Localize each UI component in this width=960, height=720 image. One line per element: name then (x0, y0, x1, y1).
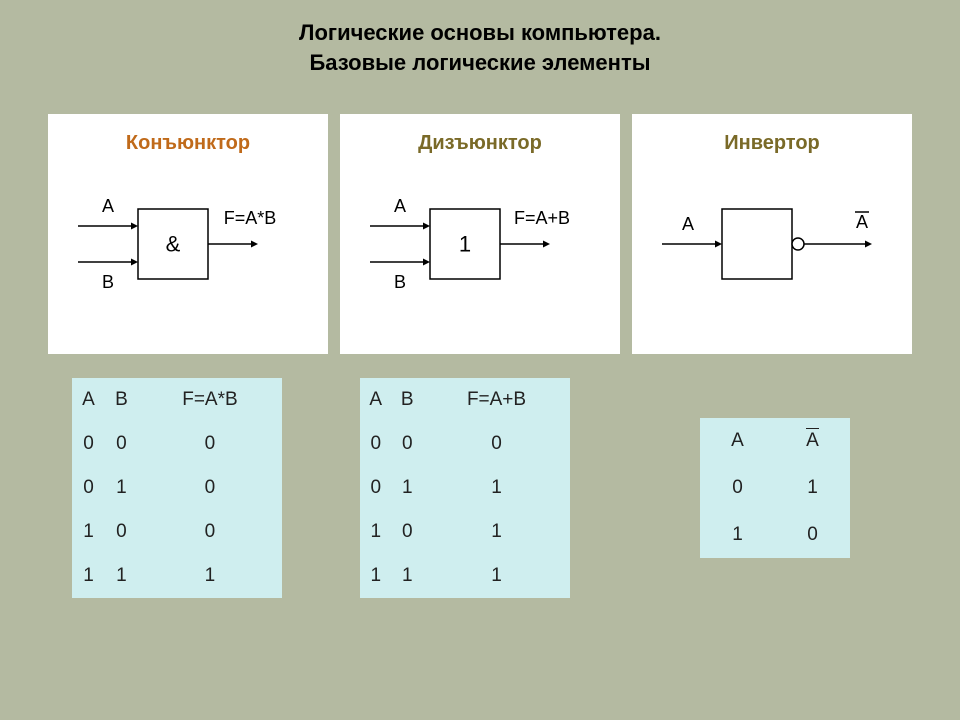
truth-table-inverter-cell-0-1: 1 (775, 465, 850, 512)
truth-table-disjunctor-cell-0-2: 0 (423, 422, 570, 466)
truth-table-conjunctor-cell-3-2: 1 (138, 554, 282, 598)
truth-table-conjunctor-cell-1-1: 1 (105, 466, 138, 510)
svg-text:A: A (394, 196, 406, 216)
page-title: Логические основы компьютера. Базовые ло… (0, 18, 960, 77)
svg-text:&: & (166, 232, 181, 257)
page-title-line2: Базовые логические элементы (0, 48, 960, 78)
gate-diagram-conjunctor: & A B F=A*B (48, 114, 328, 354)
table-row: 01 (700, 465, 850, 512)
truth-table-disjunctor-cell-2-0: 1 (360, 510, 392, 554)
gate-panel-conjunctor: Конъюнктор& AB F=A*B (48, 114, 328, 354)
truth-table-conjunctor-cell-1-2: 0 (138, 466, 282, 510)
truth-table-conjunctor-header-0: A (72, 378, 105, 422)
table-row: 000 (360, 422, 570, 466)
truth-table-disjunctor: ABF=A+B000011101111 (360, 378, 570, 598)
truth-table-inverter-header-0: A (700, 418, 775, 465)
svg-text:F=A*B: F=A*B (224, 208, 277, 228)
truth-table-disjunctor-header-0: A (360, 378, 392, 422)
table-row: 111 (360, 554, 570, 598)
table-row: 010 (72, 466, 282, 510)
svg-text:A: A (682, 214, 694, 234)
truth-table-inverter-cell-1-0: 1 (700, 511, 775, 558)
table-row: 10 (700, 511, 850, 558)
svg-text:A: A (102, 196, 114, 216)
truth-table-disjunctor-cell-2-2: 1 (423, 510, 570, 554)
truth-table-conjunctor-header-2: F=A*B (138, 378, 282, 422)
truth-table-conjunctor-cell-0-1: 0 (105, 422, 138, 466)
truth-table-disjunctor-cell-0-1: 0 (392, 422, 424, 466)
truth-table-conjunctor-cell-2-2: 0 (138, 510, 282, 554)
truth-table-disjunctor-cell-2-1: 0 (392, 510, 424, 554)
truth-table-disjunctor-cell-1-0: 0 (360, 466, 392, 510)
truth-table-inverter-cell-1-1: 0 (775, 511, 850, 558)
truth-table-conjunctor-cell-0-2: 0 (138, 422, 282, 466)
truth-table-disjunctor-cell-0-0: 0 (360, 422, 392, 466)
truth-table-conjunctor-cell-2-1: 0 (105, 510, 138, 554)
truth-table-conjunctor-cell-1-0: 0 (72, 466, 105, 510)
svg-text:A: A (856, 212, 868, 232)
table-row: 100 (72, 510, 282, 554)
truth-table-disjunctor-cell-1-1: 1 (392, 466, 424, 510)
page-title-line1: Логические основы компьютера. (0, 18, 960, 48)
truth-table-disjunctor-cell-3-1: 1 (392, 554, 424, 598)
truth-table-conjunctor: ABF=A*B000010100111 (72, 378, 282, 598)
gate-panel-disjunctor: Дизъюнктор1 AB F=A+B (340, 114, 620, 354)
svg-text:1: 1 (459, 232, 471, 257)
truth-table-conjunctor-cell-3-1: 1 (105, 554, 138, 598)
gate-diagram-inverter: A A (632, 114, 912, 354)
truth-table-conjunctor-cell-2-0: 1 (72, 510, 105, 554)
svg-text:B: B (102, 272, 114, 292)
truth-table-disjunctor-cell-3-2: 1 (423, 554, 570, 598)
truth-table-inverter-cell-0-0: 0 (700, 465, 775, 512)
truth-table-disjunctor-cell-3-0: 1 (360, 554, 392, 598)
truth-table-inverter-header-1: A (775, 418, 850, 465)
truth-table-conjunctor-header-1: B (105, 378, 138, 422)
gate-panel-inverter: Инвертор A A (632, 114, 912, 354)
table-row: 101 (360, 510, 570, 554)
truth-table-conjunctor-cell-3-0: 1 (72, 554, 105, 598)
truth-table-inverter: AA0110 (700, 418, 850, 558)
table-row: 000 (72, 422, 282, 466)
table-row: 011 (360, 466, 570, 510)
table-row: 111 (72, 554, 282, 598)
truth-table-disjunctor-cell-1-2: 1 (423, 466, 570, 510)
truth-table-disjunctor-header-1: B (392, 378, 424, 422)
truth-table-disjunctor-header-2: F=A+B (423, 378, 570, 422)
svg-text:B: B (394, 272, 406, 292)
truth-table-conjunctor-cell-0-0: 0 (72, 422, 105, 466)
gate-diagram-disjunctor: 1 A B F=A+B (340, 114, 620, 354)
svg-text:F=A+B: F=A+B (514, 208, 570, 228)
